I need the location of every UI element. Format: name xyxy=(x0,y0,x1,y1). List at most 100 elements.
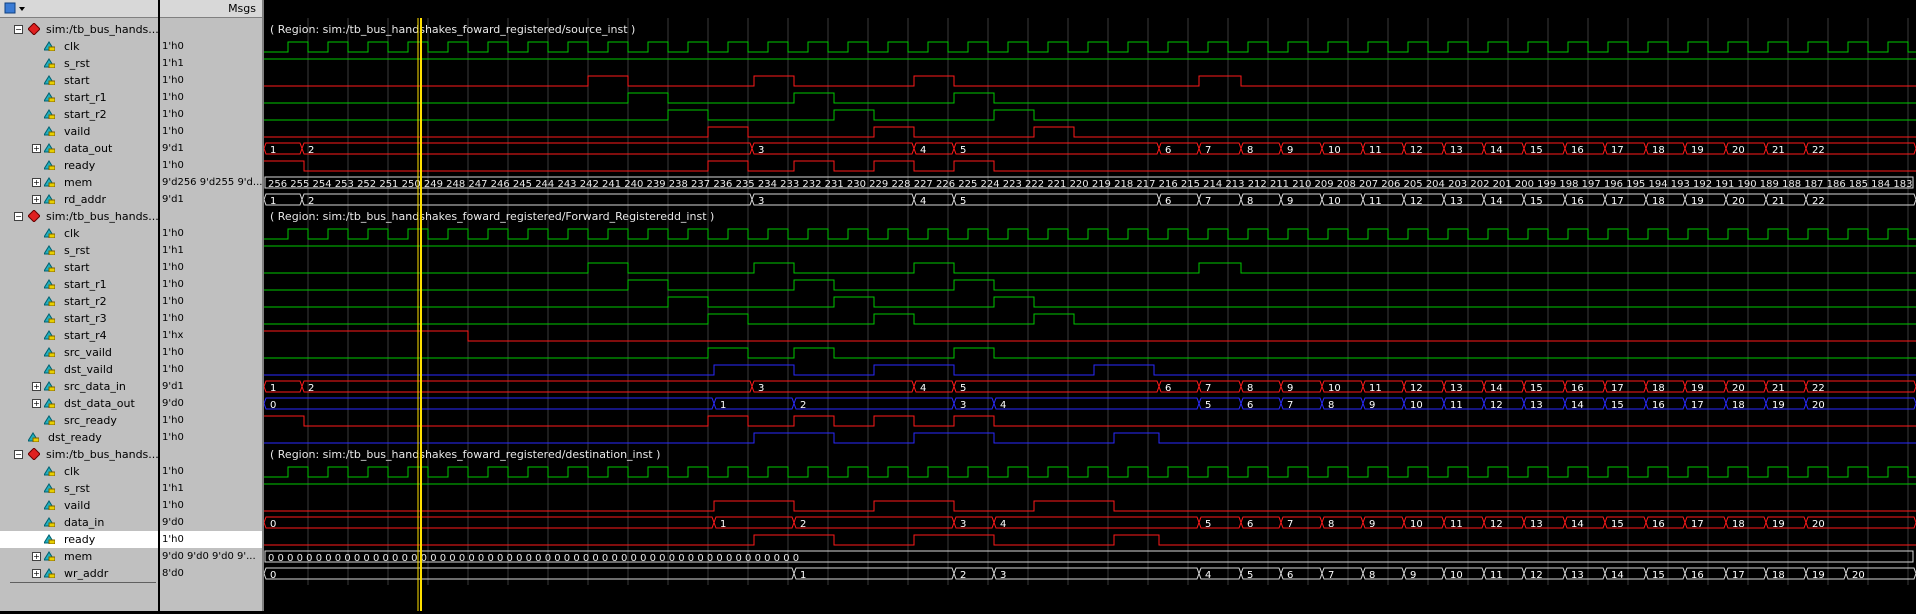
signal-row[interactable]: dst_vaild xyxy=(0,361,158,378)
signal-row[interactable]: s_rst xyxy=(0,242,158,259)
expand-icon[interactable]: + xyxy=(32,399,41,408)
signal-row[interactable]: ready xyxy=(0,157,158,174)
signal-row[interactable]: start_r3 xyxy=(0,310,158,327)
wr-addr-bus-segment xyxy=(1523,567,1566,580)
signal-value-row: 9'd1 xyxy=(160,378,262,395)
signal-row[interactable]: ready xyxy=(0,531,158,548)
signal-row[interactable]: + mem xyxy=(0,174,158,191)
src-data-in-bus-label: 7 xyxy=(1205,383,1211,394)
signal-row[interactable]: start_r4 xyxy=(0,327,158,344)
signal-row[interactable]: start xyxy=(0,259,158,276)
signal-row[interactable]: + data_out xyxy=(0,140,158,157)
signal-row[interactable]: clk xyxy=(0,225,158,242)
src-data-in-bus-label: 3 xyxy=(758,383,764,394)
signal-wave xyxy=(264,279,1916,291)
data-in-bus-segment xyxy=(1805,516,1916,529)
src-data-in-bus-label: 11 xyxy=(1369,383,1382,394)
data-out-bus-label: 2 xyxy=(308,145,314,156)
rd-addr-bus-segment xyxy=(1362,193,1405,206)
signal-row[interactable]: start_r2 xyxy=(0,106,158,123)
signal-name: rd_addr xyxy=(64,193,107,206)
signal-row[interactable]: src_ready xyxy=(0,412,158,429)
signal-value-row: 9'd0 xyxy=(160,514,262,531)
group-row[interactable]: − sim:/tb_bus_hands... xyxy=(0,208,159,225)
collapse-icon[interactable]: − xyxy=(14,212,23,221)
data-out-bus-segment xyxy=(751,142,915,155)
signal-row[interactable]: clk xyxy=(0,38,158,55)
dst-data-out-bus-label: 10 xyxy=(1410,400,1423,411)
signal-value: 1'hx xyxy=(162,330,184,341)
wave-toolbar-icon[interactable] xyxy=(4,2,26,15)
rd-addr-bus-label: 8 xyxy=(1247,196,1253,207)
group-label: sim:/tb_bus_hands... xyxy=(46,210,159,223)
dst-data-out-bus-label: 2 xyxy=(800,400,806,411)
signal-row[interactable]: start_r1 xyxy=(0,276,158,293)
rd-addr-bus-segment xyxy=(1403,193,1445,206)
values-header: Msgs xyxy=(160,0,262,18)
signal-row[interactable]: start_r2 xyxy=(0,293,158,310)
wr-addr-bus-label: 6 xyxy=(1287,570,1293,581)
signal-wave xyxy=(264,313,1916,325)
signal-row[interactable]: + mem xyxy=(0,548,158,565)
waveform-canvas[interactable]: ( Region: sim:/tb_bus_handshakes_foward_… xyxy=(263,0,1916,611)
dst-data-out-bus-segment xyxy=(793,397,955,410)
signal-icon xyxy=(44,126,55,136)
wr-addr-bus-label: 15 xyxy=(1652,570,1665,581)
src-data-in-bus-label: 18 xyxy=(1652,383,1665,394)
signal-icon xyxy=(44,41,55,51)
collapse-icon[interactable]: − xyxy=(14,450,23,459)
signal-row[interactable]: s_rst xyxy=(0,480,158,497)
group-row[interactable]: − sim:/tb_bus_hands... xyxy=(0,446,159,463)
signal-value: 9'd256 9'd255 9'd... xyxy=(162,177,263,188)
wr-addr-bus-label: 16 xyxy=(1691,570,1704,581)
dst-data-out-bus-label: 17 xyxy=(1691,400,1704,411)
collapse-icon[interactable]: − xyxy=(14,25,23,34)
expand-icon[interactable]: + xyxy=(32,144,41,153)
dst-data-out-bus-label: 18 xyxy=(1732,400,1745,411)
data-in-bus-label: 9 xyxy=(1369,519,1375,530)
signal-icon xyxy=(44,92,55,102)
wr-addr-bus-label: 7 xyxy=(1328,570,1334,581)
data-out-bus-label: 4 xyxy=(920,145,926,156)
data-in-bus-label: 20 xyxy=(1812,519,1825,530)
mem-dst-text: 0 0 0 0 0 0 0 0 0 0 0 0 0 0 0 0 0 0 0 0 … xyxy=(268,553,799,564)
signal-row[interactable]: s_rst xyxy=(0,55,158,72)
signal-row[interactable]: vaild xyxy=(0,123,158,140)
src-data-in-bus-label: 17 xyxy=(1611,383,1624,394)
names-header xyxy=(0,0,158,18)
signal-icon xyxy=(44,364,55,374)
signal-row[interactable]: + src_data_in xyxy=(0,378,158,395)
expand-icon[interactable]: + xyxy=(32,195,41,204)
waveform-pane[interactable]: ( Region: sim:/tb_bus_handshakes_foward_… xyxy=(263,0,1916,611)
expand-icon[interactable]: + xyxy=(32,569,41,578)
signal-icon xyxy=(44,279,55,289)
pane-splitter[interactable] xyxy=(262,0,264,611)
signal-row[interactable]: vaild xyxy=(0,497,158,514)
data-out-bus-segment xyxy=(1198,142,1242,155)
signal-row[interactable]: + rd_addr xyxy=(0,191,158,208)
wr-addr-bus-segment xyxy=(1725,567,1767,580)
signal-row[interactable]: start xyxy=(0,72,158,89)
group-row[interactable]: − sim:/tb_bus_hands... xyxy=(0,21,159,38)
signal-row[interactable]: src_vaild xyxy=(0,344,158,361)
wr-addr-bus-segment xyxy=(1321,567,1364,580)
data-in-bus-label: 19 xyxy=(1772,519,1785,530)
signal-value-row: 1'h0 xyxy=(160,361,262,378)
src-data-in-bus-label: 16 xyxy=(1571,383,1584,394)
signal-row[interactable]: data_in xyxy=(0,514,158,531)
signal-icon xyxy=(44,75,55,85)
expand-icon[interactable]: + xyxy=(32,552,41,561)
signal-row[interactable]: dst_ready xyxy=(0,429,158,446)
signal-row[interactable]: + dst_data_out xyxy=(0,395,158,412)
data-in-bus-segment xyxy=(953,516,995,529)
expand-icon[interactable]: + xyxy=(32,382,41,391)
data-in-bus-segment xyxy=(1765,516,1807,529)
signal-icon xyxy=(44,245,55,255)
signal-value: 9'd0 9'd0 9'd0 9'... xyxy=(162,551,256,562)
signal-icon xyxy=(44,534,55,544)
signal-row[interactable]: + wr_addr xyxy=(0,565,158,582)
wr-addr-bus-label: 1 xyxy=(800,570,806,581)
expand-icon[interactable]: + xyxy=(32,178,41,187)
signal-row[interactable]: start_r1 xyxy=(0,89,158,106)
signal-row[interactable]: clk xyxy=(0,463,158,480)
